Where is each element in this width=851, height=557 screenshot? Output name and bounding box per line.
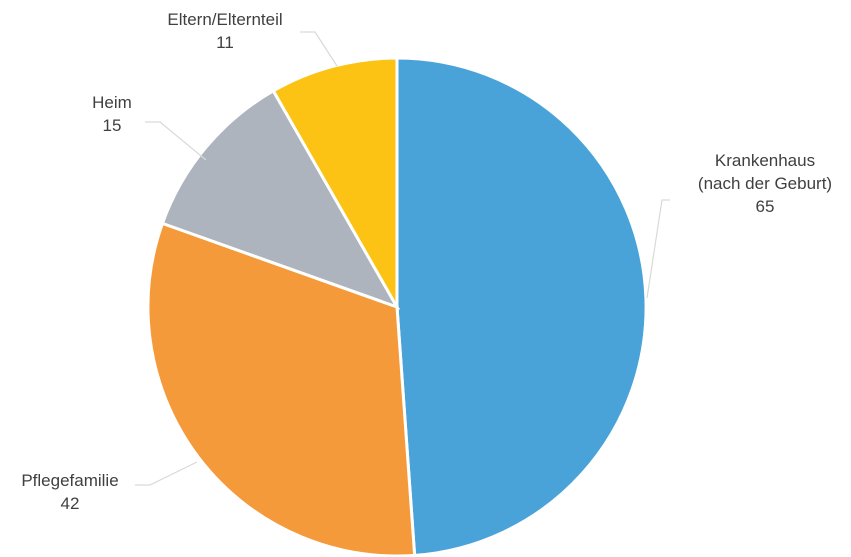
leader-line-heim <box>145 121 207 161</box>
leader-lines <box>135 31 670 486</box>
slice-value-pflegefamilie: 42 <box>61 494 80 513</box>
slice-value-heim: 15 <box>103 116 122 135</box>
slice-name-eltern: Eltern/Elternteil <box>167 10 282 29</box>
leader-line-krankenhaus <box>646 199 670 299</box>
slice-label-eltern: Eltern/Elternteil 11 <box>167 10 282 52</box>
slice-name-krankenhaus: (nach der Geburt) <box>698 174 832 193</box>
slice-value-krankenhaus: 65 <box>756 197 775 216</box>
pie-slice-krankenhaus <box>395 56 648 557</box>
slice-name-heim: Heim <box>92 93 132 112</box>
slice-name-krankenhaus: Krankenhaus <box>715 151 815 170</box>
slice-label-pflegefamilie: Pflegefamilie 42 <box>21 471 118 513</box>
leader-line-pflegefamilie <box>135 461 198 486</box>
slice-value-eltern: 11 <box>216 33 234 52</box>
leader-line-eltern <box>300 31 338 67</box>
pie-slices <box>146 56 648 557</box>
slice-label-krankenhaus: Krankenhaus (nach der Geburt) 65 <box>698 151 832 216</box>
slice-labels: Krankenhaus (nach der Geburt) 65 Pflegefami… <box>21 10 832 513</box>
slice-name-pflegefamilie: Pflegefamilie <box>21 471 118 490</box>
pie-slice-heim <box>160 88 401 310</box>
pie-slice-pflegefamilie <box>146 221 417 557</box>
pie-slice-eltern <box>271 56 399 313</box>
slice-label-heim: Heim 15 <box>92 93 132 135</box>
